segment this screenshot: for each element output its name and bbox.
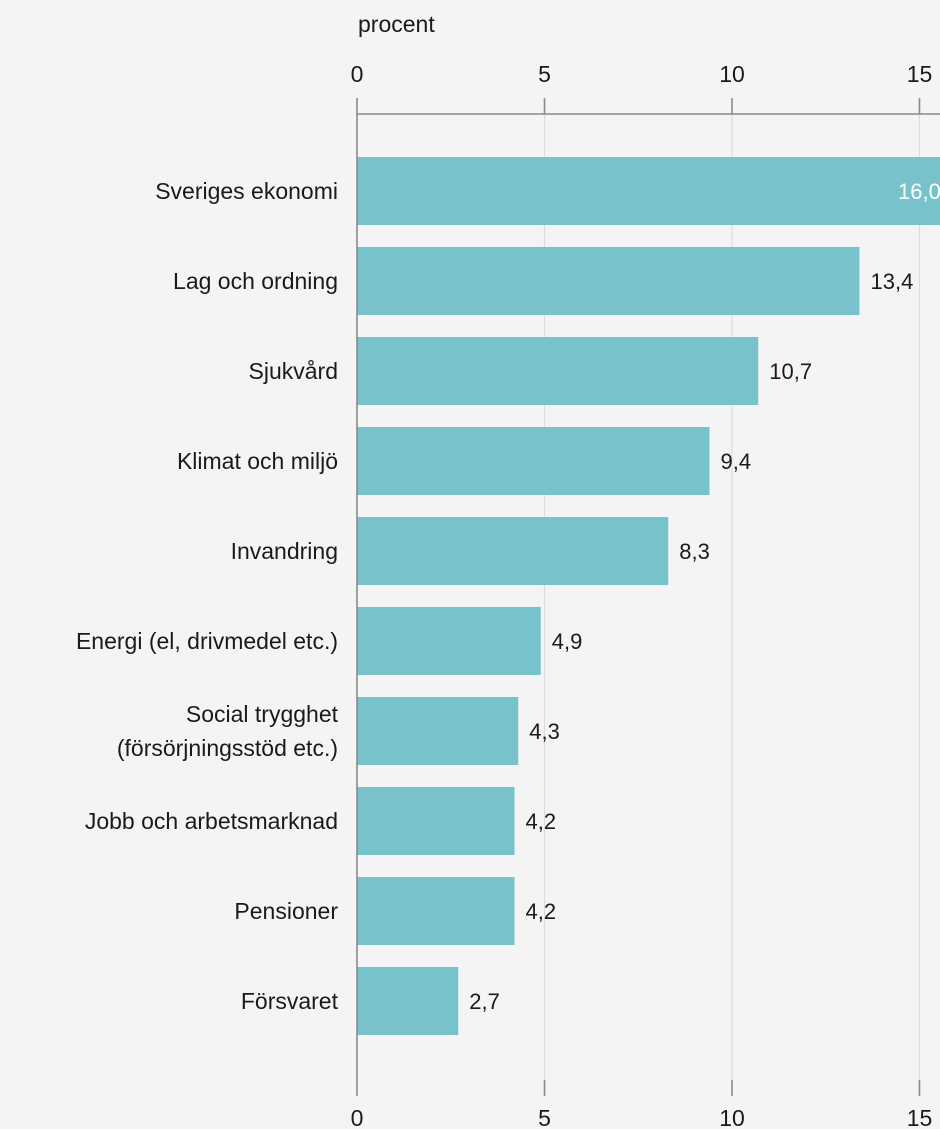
value-label-4: 8,3 xyxy=(679,539,710,564)
bar-0 xyxy=(357,157,940,225)
bottom-tick-label-15: 15 xyxy=(907,1105,933,1129)
category-label-9: Försvaret xyxy=(241,988,339,1014)
category-label-5: Energi (el, drivmedel etc.) xyxy=(76,628,338,654)
value-label-2: 10,7 xyxy=(769,359,812,384)
bar-3 xyxy=(357,427,710,495)
labels: 0 0 5 5 10 10 15 15 Sveriges ekonomi 16,0 Lag och … xyxy=(76,61,940,1129)
category-label-0: Sveriges ekonomi xyxy=(155,178,338,204)
bar-8 xyxy=(357,877,515,945)
category-label-8: Pensioner xyxy=(234,898,338,924)
value-label-0: 16,0 xyxy=(898,179,940,204)
top-tick-label-0: 0 xyxy=(351,61,364,87)
value-label-6: 4,3 xyxy=(529,719,560,744)
bar-1 xyxy=(357,247,860,315)
value-label-9: 2,7 xyxy=(469,989,500,1014)
bar-6 xyxy=(357,697,519,765)
category-label-2: Sjukvård xyxy=(249,358,338,384)
bar-2 xyxy=(357,337,759,405)
top-tick-label-10: 10 xyxy=(719,61,745,87)
x-axis-unit-label: procent xyxy=(358,11,435,37)
bar-4 xyxy=(357,517,669,585)
bar-9 xyxy=(357,967,459,1035)
value-label-3: 9,4 xyxy=(721,449,752,474)
value-label-7: 4,2 xyxy=(526,809,557,834)
category-label-6: Social trygghet (försörjningsstöd etc.) xyxy=(117,701,339,761)
bottom-tick-label-0: 0 xyxy=(351,1105,364,1129)
category-label-1: Lag och ordning xyxy=(173,268,338,294)
bottom-tick-label-10: 10 xyxy=(719,1105,745,1129)
bar-5 xyxy=(357,607,541,675)
category-label-3: Klimat och miljö xyxy=(177,448,338,474)
category-label-4: Invandring xyxy=(231,538,338,564)
category-label-7: Jobb och arbetsmarknad xyxy=(85,808,338,834)
top-tick-label-15: 15 xyxy=(907,61,933,87)
axes xyxy=(356,98,940,1096)
bars xyxy=(357,157,940,1035)
top-tick-label-5: 5 xyxy=(538,61,551,87)
bar-7 xyxy=(357,787,515,855)
value-label-5: 4,9 xyxy=(552,629,583,654)
bottom-tick-label-5: 5 xyxy=(538,1105,551,1129)
value-label-8: 4,2 xyxy=(526,899,557,924)
value-label-1: 13,4 xyxy=(871,269,914,294)
